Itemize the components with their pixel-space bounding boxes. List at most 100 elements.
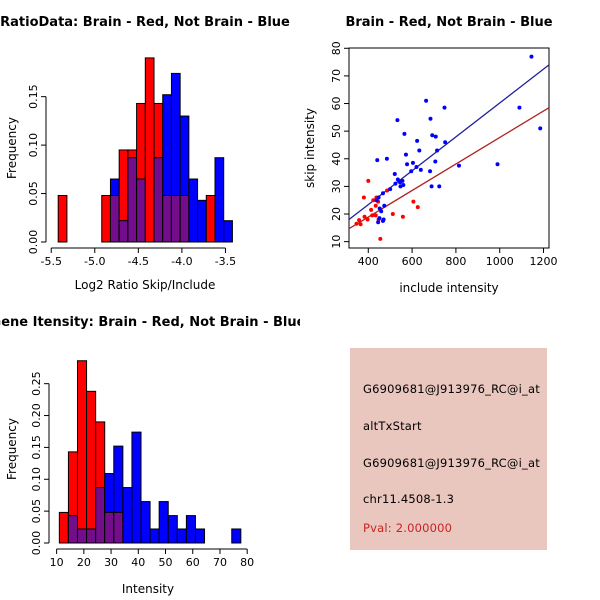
probe-id-text: G6909681@J913976_RC@i_at [363,382,540,396]
data-point [374,198,379,203]
data-point [395,177,400,182]
data-point [424,98,429,103]
notbrain-bar [194,528,206,544]
data-point [385,188,390,193]
data-point [402,131,407,136]
y-tick-label: 0.00 [30,531,43,556]
notbrain-bar [188,178,199,243]
overlap-bar [86,528,97,544]
y-tick-label: 0.20 [30,403,43,428]
data-point [393,181,398,186]
chart-title: Brain - Red, Not Brain - Blue [345,15,552,30]
y-tick-label: 0.25 [30,371,43,396]
data-point [517,105,522,110]
data-point [418,167,423,172]
y-tick-label: 10 [330,235,343,249]
x-tick-label: 30 [104,556,118,569]
data-point [529,54,534,59]
overlap-bar [118,220,129,243]
brain-bar [76,360,88,544]
notbrain-bar [231,528,242,544]
data-point [354,221,359,226]
brain-bar [205,194,216,243]
data-point [390,212,395,217]
y-axis: 0.00 0.05 0.10 0.15 [27,84,47,254]
data-point [365,217,370,222]
x-axis-title: include intensity [399,281,498,295]
notbrain-bar [197,199,207,243]
data-point [442,105,447,110]
notbrain-bar [223,220,233,243]
notbrain-bar [140,501,151,544]
y-tick-label: 0.10 [27,133,40,158]
brain-bar [101,194,111,243]
brain-bar [58,511,69,544]
data-point [456,163,461,168]
y-axis-title: skip intensity [303,108,317,188]
notbrain-bar [185,515,196,544]
data-point [366,178,371,183]
data-point [376,195,381,200]
x-tick-label: -4.5 [128,255,149,268]
data-point [378,236,383,241]
overlap-bar [113,511,124,544]
data-point [443,140,448,145]
data-point [392,171,397,176]
x-tick-label: 70 [213,556,227,569]
data-point [357,218,362,223]
notbrain-bar [214,157,225,243]
data-point [400,214,405,219]
x-tick-label: 400 [358,255,379,268]
brain-points [354,178,420,241]
x-tick-label: -5.0 [84,255,105,268]
y-tick-label: 0.05 [27,181,40,206]
x-tick-label: 50 [159,556,173,569]
x-axis-title: Log2 Ratio Skip/Include [75,278,216,292]
chart-title: RatioData: Brain - Red, Not Brain - Blue [0,15,290,30]
notbrain-bar [149,528,160,544]
histogram-bars [57,57,233,243]
x-tick-label: 40 [131,556,145,569]
overlap-bar [162,194,172,243]
notbrain-bar [158,501,169,544]
overlap-bar [109,194,120,243]
data-point [400,178,405,183]
x-axis: -5.5 -5.0 -4.5 -4.0 -3.5 [40,247,236,268]
data-point [415,138,420,143]
gene-intensity-histogram-chart: 10 20 30 40 50 60 70 80 0.00 0.05 0.10 0.15 0.20 0.25… [0,315,300,596]
data-point [417,148,422,153]
info-card: G6909681@J913976_RC@i_at altTxStart G690… [350,348,547,550]
notbrain-points [374,54,543,225]
y-tick-label: 40 [330,152,343,166]
data-point [428,116,433,121]
overlap-bar [127,157,138,243]
x-axis: 400 600 800 1000 1200 [358,248,558,268]
notbrain-bar [176,528,187,544]
ratio-histogram-chart: -5.5 -5.0 -4.5 -4.0 -3.5 0.00 0.05 0.10 0.15 Rati… [0,15,290,292]
overlap-bar [136,178,146,243]
locus-text: chr11.4508-1.3 [363,492,455,506]
panel-gene-intensity-histogram: 10 20 30 40 50 60 70 80 0.00 0.05 0.10 0.15 0.20 0.25… [0,300,300,600]
y-axis-title: Frequency [5,117,19,179]
data-point [382,203,387,208]
x-axis-title: Intensity [122,582,174,596]
x-tick-label: 1000 [486,255,514,268]
y-tick-label: 0.10 [30,467,43,492]
notbrain-bar [131,431,142,544]
x-tick-label: 800 [445,255,466,268]
data-point [379,209,384,214]
data-point [415,205,420,210]
x-tick-label: -3.5 [215,255,236,268]
y-tick-label: 50 [330,124,343,138]
data-point [371,198,376,203]
data-point [437,184,442,189]
x-tick-label: 60 [186,556,200,569]
overlap-bar [104,511,115,544]
data-point [428,169,433,174]
data-point [403,152,408,157]
data-point [381,217,386,222]
y-tick-label: 30 [330,179,343,193]
y-axis-title: Frequency [5,418,19,480]
data-point [362,214,367,219]
